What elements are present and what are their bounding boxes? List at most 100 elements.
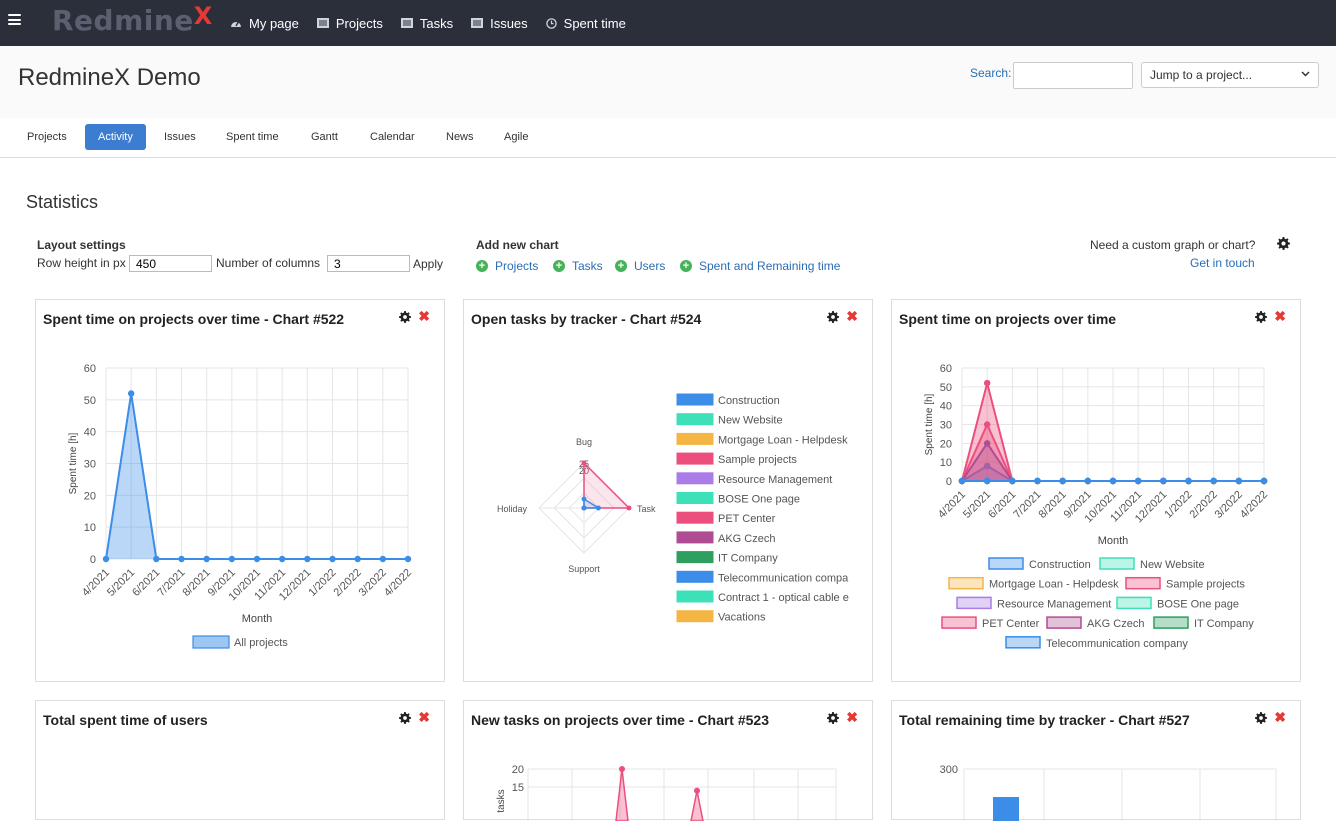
- list-icon: [400, 18, 413, 28]
- add-tasks-chart-link[interactable]: + Tasks: [553, 259, 603, 273]
- tab-spent-time[interactable]: Spent time: [226, 131, 279, 143]
- series-area: [962, 424, 1264, 481]
- row-height-input[interactable]: [129, 255, 212, 272]
- chart-title: Spent time on projects over time: [899, 311, 1117, 327]
- topnav-my-page[interactable]: My page: [230, 16, 299, 31]
- legend-label: Construction: [1029, 559, 1091, 571]
- menu-icon[interactable]: [8, 14, 21, 25]
- search-input[interactable]: [1013, 62, 1133, 89]
- tab-calendar[interactable]: Calendar: [370, 131, 415, 143]
- legend-swatch: [676, 432, 714, 445]
- series-area: [106, 393, 408, 559]
- topnav-tasks[interactable]: Tasks: [400, 16, 453, 31]
- gear-icon[interactable]: [1277, 237, 1290, 250]
- layout-settings-title: Layout settings: [37, 238, 126, 252]
- legend-swatch: [941, 616, 977, 629]
- logo[interactable]: RedmineX: [52, 2, 213, 37]
- chart-tools: ✖: [399, 709, 430, 726]
- gear-icon[interactable]: [827, 310, 840, 323]
- chart-card-527: Total remaining time by tracker - Chart …: [891, 700, 1301, 821]
- gear-icon[interactable]: [1255, 310, 1268, 323]
- delete-icon[interactable]: ✖: [1274, 308, 1286, 324]
- data-point: [983, 477, 991, 485]
- y-tick-label: 20: [940, 438, 952, 450]
- data-point: [278, 555, 286, 563]
- y-axis-label: tasks: [496, 789, 507, 812]
- radar-point: [581, 505, 587, 511]
- legend-swatch: [676, 590, 714, 603]
- tab-gantt[interactable]: Gantt: [311, 131, 338, 143]
- chart-title: New tasks on projects over time - Chart …: [471, 712, 769, 728]
- legend-label: Resource Management: [997, 598, 1111, 610]
- chart-title: Total remaining time by tracker - Chart …: [899, 712, 1190, 728]
- get-in-touch-link[interactable]: Get in touch: [1190, 256, 1255, 270]
- data-point: [619, 766, 625, 772]
- chart-527-svg: 300: [940, 764, 1277, 821]
- tab-projects[interactable]: Projects: [27, 131, 67, 143]
- search-label: Search:: [970, 66, 1012, 80]
- apply-button[interactable]: Apply: [413, 257, 444, 271]
- list-icon: [316, 18, 329, 28]
- topnav-projects[interactable]: Projects: [316, 15, 383, 31]
- delete-icon[interactable]: ✖: [418, 308, 430, 324]
- legend-label: BOSE One page: [718, 494, 800, 506]
- legend-swatch: [676, 570, 714, 583]
- gear-icon[interactable]: [399, 711, 412, 724]
- legend-swatch: [676, 393, 714, 406]
- delete-icon[interactable]: ✖: [418, 709, 430, 725]
- tab-issues[interactable]: Issues: [164, 131, 196, 143]
- topnav-label: Projects: [335, 15, 383, 31]
- project-tabs: Projects Activity Issues Spent time Gant…: [0, 118, 1336, 158]
- y-axis-label: Spent time [h]: [924, 393, 935, 455]
- legend-label: Sample projects: [1166, 579, 1245, 591]
- legend-label: New Website: [1140, 559, 1205, 571]
- topnav-spent-time[interactable]: Spent time: [545, 16, 626, 31]
- delete-icon[interactable]: ✖: [1274, 709, 1286, 725]
- gear-icon[interactable]: [1255, 711, 1268, 724]
- chart-title: Total spent time of users: [43, 712, 208, 728]
- legend-label: All projects: [234, 637, 288, 649]
- data-point: [253, 555, 261, 563]
- plus-icon: +: [680, 260, 692, 272]
- data-point: [1134, 477, 1142, 485]
- plus-icon: +: [615, 260, 627, 272]
- legend-label: AKG Czech: [718, 533, 775, 545]
- tab-activity[interactable]: Activity: [85, 124, 146, 150]
- delete-icon[interactable]: ✖: [846, 709, 858, 725]
- add-users-chart-link[interactable]: + Users: [615, 259, 665, 273]
- radar-point: [581, 460, 587, 466]
- legend-swatch: [676, 551, 714, 564]
- chart-card-spent-time: Spent time on projects over time ✖ 0 10 20…: [891, 299, 1301, 682]
- legend-swatch: [956, 596, 992, 610]
- data-point: [958, 477, 966, 485]
- y-tick-label: 60: [940, 363, 952, 375]
- delete-icon[interactable]: ✖: [846, 308, 858, 324]
- gear-icon[interactable]: [827, 711, 840, 724]
- legend-swatch: [192, 635, 230, 649]
- custom-question: Need a custom graph or chart?: [1090, 238, 1256, 252]
- chart-card-users: Total spent time of users ✖: [35, 700, 445, 820]
- columns-input[interactable]: [327, 255, 410, 272]
- chart-524-svg: BugTaskSupportHoliday2520ConstructionNew…: [497, 393, 849, 624]
- add-new-chart: Add new chart + Projects + Tasks + Users + S…: [476, 238, 840, 273]
- add-spent-remaining-chart-link[interactable]: + Spent and Remaining time: [680, 259, 840, 273]
- y-tick-label: 40: [84, 427, 96, 439]
- legend-swatch: [1005, 636, 1041, 649]
- legend-label: Telecommunication company: [1046, 638, 1188, 650]
- tab-news[interactable]: News: [446, 131, 474, 143]
- series-area: [962, 465, 1264, 481]
- topnav-label: Issues: [490, 15, 528, 31]
- chart-card-523: New tasks on projects over time - Chart …: [463, 700, 873, 821]
- top-nav: My page Projects Tasks Issues Spent time: [230, 0, 644, 46]
- data-point: [983, 379, 991, 387]
- legend-label: Construction: [718, 395, 780, 407]
- legend-swatch: [676, 610, 714, 623]
- gear-icon[interactable]: [399, 310, 412, 323]
- add-projects-chart-link[interactable]: + Projects: [476, 259, 538, 273]
- chart-card-524: Open tasks by tracker - Chart #524 ✖ Bug…: [463, 299, 873, 682]
- topnav-issues[interactable]: Issues: [471, 16, 528, 31]
- data-point: [983, 462, 991, 470]
- tab-agile[interactable]: Agile: [504, 131, 529, 143]
- jump-to-project-select[interactable]: Jump to a project...: [1141, 62, 1319, 88]
- data-point: [1185, 477, 1192, 485]
